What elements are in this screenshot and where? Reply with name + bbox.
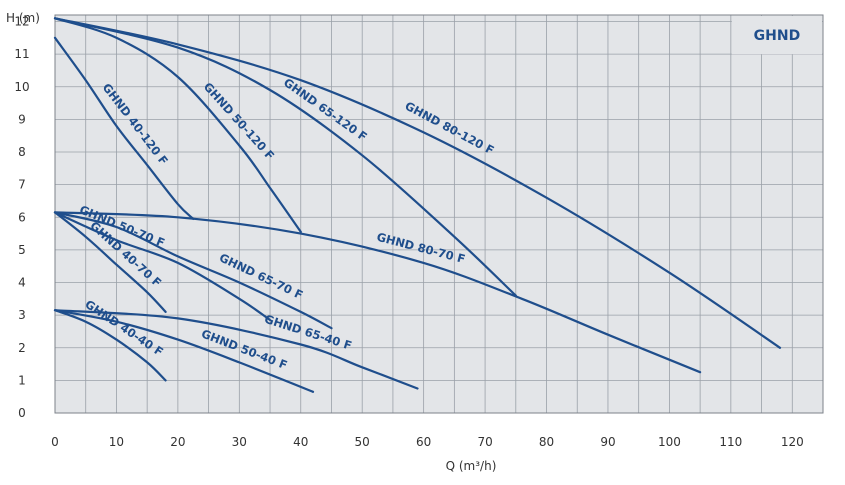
x-tick-label: 20	[170, 435, 185, 449]
curves	[53, 17, 782, 393]
curve-ghnd-80-120-f	[53, 17, 782, 349]
x-tick-label: 40	[293, 435, 308, 449]
curve-ghnd-50-70-f	[53, 211, 272, 322]
curve-ghnd-40-70-f	[53, 211, 167, 313]
x-axis-ticks: 0 10 20 30 40 50 60 70 80 90 100 110 120	[51, 435, 804, 449]
curve-ghnd-65-120-f	[53, 17, 517, 297]
curve-ghnd-65-40-f	[53, 309, 419, 390]
y-tick-label: 12	[14, 15, 29, 29]
curve-ghnd-65-70-f	[53, 211, 333, 330]
curve-ghnd-80-70-f	[53, 211, 702, 374]
plot-border	[54, 14, 824, 414]
x-tick-label: 0	[51, 435, 59, 449]
y-tick-label: 1	[18, 373, 26, 387]
y-tick-label: 3	[18, 308, 26, 322]
x-tick-label: 50	[355, 435, 370, 449]
plot-area	[55, 15, 823, 413]
y-tick-label: 10	[14, 80, 29, 94]
y-tick-label: 11	[14, 47, 29, 61]
chart-badge: GHND	[731, 16, 822, 55]
x-tick-label: 80	[539, 435, 554, 449]
x-tick-label: 30	[232, 435, 247, 449]
x-axis-label: Q (m³/h)	[446, 459, 497, 473]
grid	[54, 14, 824, 414]
x-tick-label: 90	[600, 435, 615, 449]
y-tick-label: 0	[18, 406, 26, 420]
y-tick-label: 4	[18, 276, 26, 290]
x-tick-label: 60	[416, 435, 431, 449]
y-tick-label: 6	[18, 210, 26, 224]
x-tick-label: 70	[477, 435, 492, 449]
curve-ghnd-50-120-f	[53, 17, 302, 233]
y-axis-label: H (m)	[6, 11, 40, 25]
y-tick-label: 9	[18, 112, 26, 126]
y-tick-label: 8	[18, 145, 26, 159]
y-tick-label: 2	[18, 341, 26, 355]
x-tick-label: 10	[109, 435, 124, 449]
x-tick-label: 110	[719, 435, 742, 449]
x-tick-label: 120	[781, 435, 804, 449]
badge-text: GHND	[754, 28, 801, 44]
x-tick-label: 100	[658, 435, 681, 449]
badge-background	[731, 16, 822, 55]
y-tick-label: 5	[18, 243, 26, 257]
y-tick-label: 7	[18, 178, 26, 192]
curve-ghnd-40-40-f	[53, 309, 167, 382]
curve-ghnd-50-40-f	[53, 309, 315, 393]
curve-ghnd-40-120-f	[53, 36, 195, 220]
